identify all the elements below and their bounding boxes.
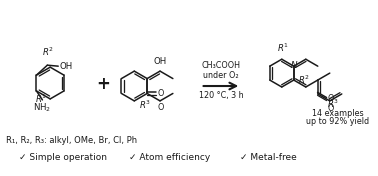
Text: ✓ Atom efficiency: ✓ Atom efficiency (129, 153, 211, 162)
Text: $R^3$: $R^3$ (327, 98, 339, 110)
Text: O: O (327, 94, 334, 103)
Text: O: O (158, 103, 164, 112)
Text: up to 92% yield: up to 92% yield (306, 117, 369, 126)
Text: O: O (157, 89, 163, 98)
Text: +: + (97, 75, 110, 93)
Text: $R^2$: $R^2$ (42, 46, 54, 58)
Text: R₁, R₂, R₃: alkyl, OMe, Br, Cl, Ph: R₁, R₂, R₃: alkyl, OMe, Br, Cl, Ph (6, 136, 137, 145)
Text: ✓ Metal-free: ✓ Metal-free (240, 153, 297, 162)
Text: ✓ Simple operation: ✓ Simple operation (19, 153, 107, 162)
Text: N: N (291, 61, 297, 70)
Text: O: O (328, 104, 334, 113)
Text: NH$_2$: NH$_2$ (33, 102, 51, 114)
Text: 14 examples: 14 examples (312, 109, 364, 118)
Text: OH: OH (59, 62, 73, 71)
Text: $R^1$: $R^1$ (277, 42, 289, 54)
Text: $R^1$: $R^1$ (35, 93, 47, 105)
Text: 120 °C, 3 h: 120 °C, 3 h (198, 91, 243, 100)
Text: under O₂: under O₂ (203, 71, 239, 80)
Text: $R^2$: $R^2$ (298, 74, 310, 86)
Text: OH: OH (153, 57, 167, 66)
Text: CH₃COOH: CH₃COOH (201, 61, 240, 70)
Text: $R^3$: $R^3$ (139, 98, 151, 111)
